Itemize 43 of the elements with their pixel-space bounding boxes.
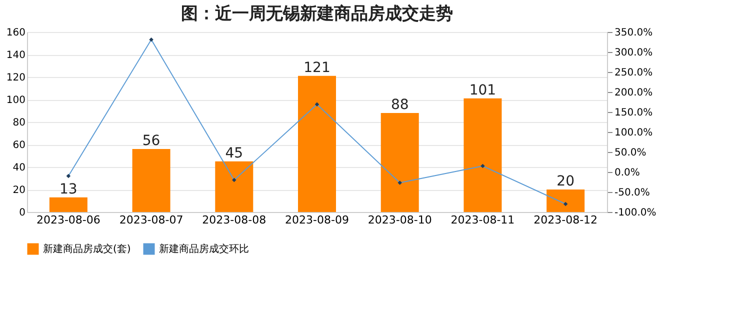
y-tick-label: 160 bbox=[6, 28, 26, 38]
y2-tick-label: -50.0% bbox=[614, 188, 650, 198]
chart-title: 图：近一周无锡新建商品房成交走势 bbox=[181, 4, 453, 24]
x-tick-label: 2023-08-09 bbox=[285, 214, 349, 226]
x-tick-label: 2023-08-10 bbox=[368, 214, 432, 226]
y2-tick-label: 200.0% bbox=[614, 88, 653, 98]
legend-label: 新建商品房成交(套) bbox=[43, 243, 131, 255]
data-label: 88 bbox=[390, 97, 409, 113]
x-tick-label: 2023-08-07 bbox=[119, 214, 184, 226]
y-tick-label: 80 bbox=[12, 118, 26, 128]
data-label: 101 bbox=[469, 82, 496, 98]
y-tick-label: 20 bbox=[12, 185, 26, 196]
y2-tick-label: -100.0% bbox=[614, 208, 656, 218]
bar bbox=[546, 190, 585, 212]
x-tick-label: 2023-08-12 bbox=[534, 214, 598, 226]
y2-tick-label: 50.0% bbox=[614, 148, 646, 158]
x-tick-label: 2023-08-08 bbox=[202, 214, 266, 226]
y-tick-label: 60 bbox=[12, 140, 26, 151]
x-tick-label: 2023-08-06 bbox=[36, 214, 100, 226]
y2-tick-label: 150.0% bbox=[614, 108, 653, 118]
bar bbox=[464, 98, 502, 212]
data-label: 20 bbox=[556, 174, 574, 190]
y-tick-label: 100 bbox=[6, 95, 26, 106]
bar bbox=[215, 161, 254, 212]
legend-label: 新建商品房成交环比 bbox=[159, 243, 249, 255]
bar bbox=[298, 76, 336, 212]
data-label: 45 bbox=[225, 145, 244, 162]
y-tick-label: 0 bbox=[19, 208, 26, 218]
y-tick-label: 120 bbox=[6, 72, 26, 84]
y-tick-label: 140 bbox=[6, 50, 26, 61]
data-label: 13 bbox=[60, 181, 78, 198]
data-label: 56 bbox=[142, 133, 160, 149]
x-tick-label: 2023-08-11 bbox=[450, 214, 515, 226]
bar bbox=[380, 113, 419, 212]
y2-tick-label: 300.0% bbox=[614, 48, 653, 58]
bar bbox=[132, 149, 170, 212]
y2-tick-label: 100.0% bbox=[614, 128, 653, 138]
y-tick-label: 40 bbox=[12, 162, 26, 174]
y2-tick-label: 350.0% bbox=[614, 28, 653, 38]
bar bbox=[49, 197, 88, 212]
y2-tick-label: 250.0% bbox=[614, 68, 653, 78]
data-label: 121 bbox=[304, 60, 330, 76]
y2-tick-label: 0.0% bbox=[614, 168, 640, 178]
